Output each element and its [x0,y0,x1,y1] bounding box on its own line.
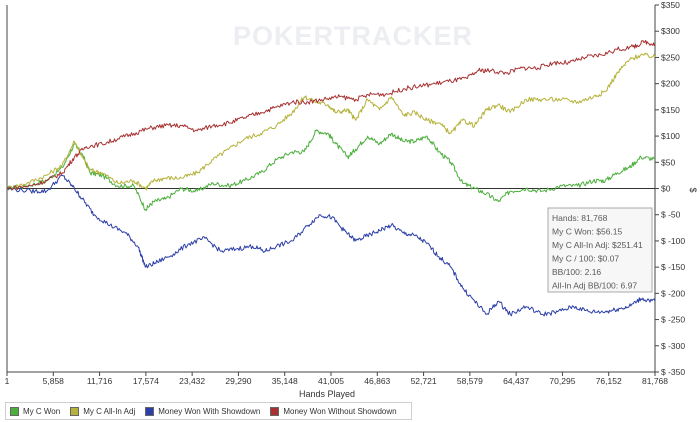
x-tick-label: 58,579 [457,376,483,386]
x-tick-label: 11,716 [87,376,113,386]
y-tick-label: $ -200 [661,288,685,298]
legend: My C Won My C All-In Adj Money Won With Sh… [5,402,412,420]
legend-swatch [70,406,80,416]
tooltip-line: My C Won: $56.15 [552,227,623,237]
x-tick-label: 17,574 [133,376,159,386]
series-line-1 [6,52,656,191]
y-tick-label: $ -300 [661,341,685,351]
series-line-2 [6,174,656,317]
x-tick-label: 76,152 [596,376,622,386]
x-tick-label: 64,437 [503,376,529,386]
series-layer [6,39,656,317]
legend-label: Money Won Without Showdown [283,406,397,416]
tooltip-line: All-In Adj BB/100: 6.97 [552,281,637,291]
tooltip-line: My C / 100: $0.07 [552,254,619,264]
x-tick-label: 70,295 [549,376,575,386]
y-tick-label: $300 [661,26,680,36]
x-tick-label: 29,290 [225,376,251,386]
watermark-logo: POKERTRACKER [233,21,473,51]
tooltip-line: My C All-In Adj: $251.41 [552,240,643,250]
y-tick-label: $ -100 [661,236,685,246]
y-axis-title: $ [688,187,698,192]
legend-swatch [145,406,155,416]
x-tick-label: 5,858 [43,376,65,386]
legend-item-0[interactable]: My C Won [10,406,61,416]
x-tick-label: 46,863 [364,376,390,386]
x-tick-label: 35,148 [272,376,298,386]
hover-tooltip: Hands: 81,768 My C Won: $56.15 My C All-In… [547,207,653,293]
chart-area: POKERTRACKER 1 5,858 11,716 17,574 23,432 29,… [5,0,698,399]
x-tick-label: 52,721 [411,376,437,386]
y-tick-label: $250 [661,52,680,62]
legend-swatch [270,406,280,416]
series-line-0 [6,129,656,212]
legend-label: Money Won With Showdown [158,406,261,416]
y-axis: $350 $300 $250 $200 $150 $100 $50 $0 $ -50 $ -100… [655,0,685,377]
y-tick-label: $50 [661,157,675,167]
y-tick-label: $ -350 [661,367,685,377]
legend-item-3[interactable]: Money Won Without Showdown [270,406,397,416]
x-axis: 1 5,858 11,716 17,574 23,432 29,290 35,148 41,0… [5,372,668,386]
tooltip-line: BB/100: 2.16 [552,267,601,277]
x-tick-label: 1 [5,376,10,386]
legend-label: My C All-In Adj [83,406,136,416]
y-tick-label: $200 [661,79,680,89]
tooltip-line: Hands: 81,768 [552,213,608,223]
x-tick-label: 41,005 [318,376,344,386]
y-tick-label: $ -50 [661,210,681,220]
legend-label: My C Won [23,406,61,416]
y-tick-label: $150 [661,105,680,115]
y-tick-label: $350 [661,0,680,10]
x-tick-label: 81,768 [642,376,668,386]
y-tick-label: $0 [661,184,671,194]
series-line-3 [6,39,656,191]
legend-item-1[interactable]: My C All-In Adj [70,406,136,416]
x-tick-label: 23,432 [179,376,205,386]
y-tick-label: $ -250 [661,315,685,325]
tooltip-box [547,207,653,293]
legend-item-2[interactable]: Money Won With Showdown [145,406,261,416]
y-tick-label: $100 [661,131,680,141]
x-axis-title: Hands Played [299,389,355,399]
legend-swatch [10,406,19,416]
plot-frame [6,5,656,373]
y-tick-label: $ -150 [661,262,685,272]
